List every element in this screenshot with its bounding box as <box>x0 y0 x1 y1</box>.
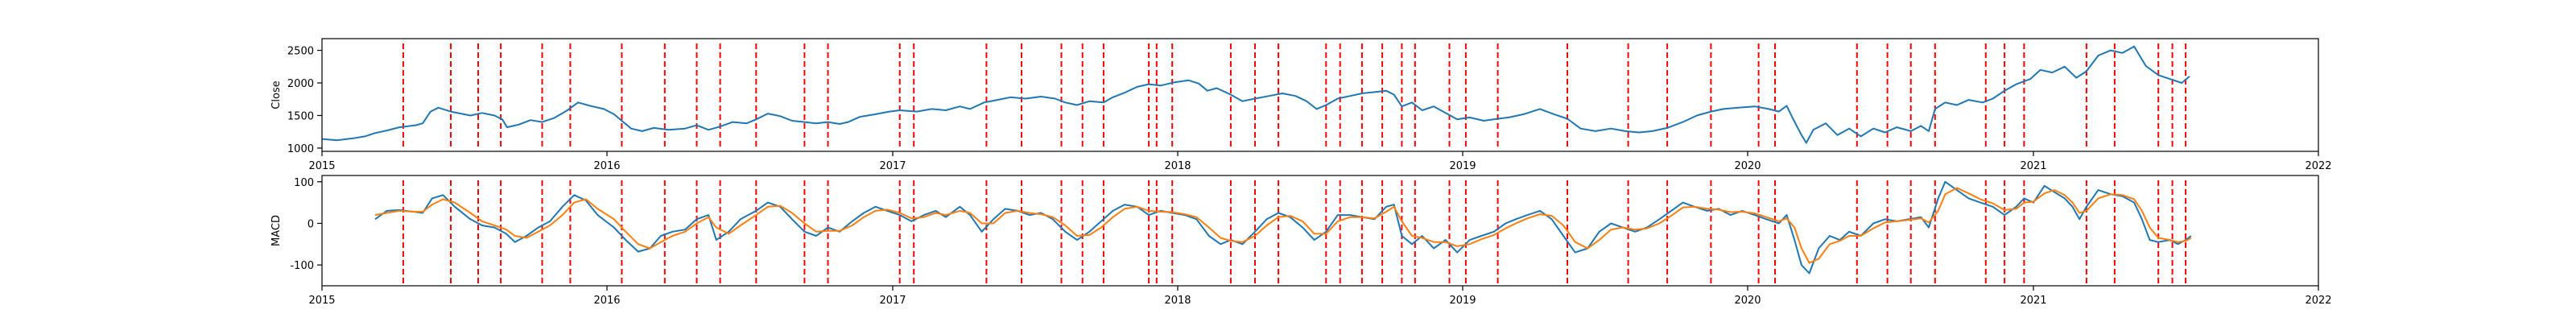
x-tick-label: 2018 <box>1164 160 1191 172</box>
y-axis-label: Close <box>270 80 283 109</box>
y-tick-label: -100 <box>290 260 314 272</box>
x-tick-label: 2015 <box>308 295 335 307</box>
axes-frame <box>321 175 2319 287</box>
y-tick-label: 100 <box>294 177 314 189</box>
x-tick-label: 2018 <box>1164 295 1191 307</box>
x-tick-label: 2016 <box>593 295 620 307</box>
x-tick-label: 2016 <box>593 160 620 172</box>
y-tick-label: 2000 <box>287 78 314 90</box>
axes-frame <box>321 38 2319 152</box>
x-tick-label: 2020 <box>1734 295 1761 307</box>
x-tick-label: 2015 <box>308 160 335 172</box>
x-tick-label: 2022 <box>2305 160 2331 172</box>
series-line-signal <box>374 187 2192 264</box>
y-tick-label: 2500 <box>287 46 314 58</box>
x-tick-label: 2021 <box>2020 160 2046 172</box>
x-tick-label: 2020 <box>1734 160 1761 172</box>
y-tick-label: 1000 <box>287 143 314 155</box>
close-panel: 2015 2016 2017 2018 2019 2020 2021 2022 1000 1500… <box>270 38 2332 172</box>
y-tick-label: 1500 <box>287 110 314 122</box>
x-tick-label: 2022 <box>2305 295 2331 307</box>
y-tick-label: 0 <box>308 218 314 230</box>
x-tick-label: 2017 <box>879 295 906 307</box>
x-tick-label: 2019 <box>1449 295 1476 307</box>
series-line-line <box>321 45 2190 144</box>
series-line-macd <box>374 180 2192 275</box>
x-tick-label: 2019 <box>1449 160 1476 172</box>
x-tick-label: 2021 <box>2020 295 2046 307</box>
y-axis-label: MACD <box>270 215 283 246</box>
macd-panel: 2015 2016 2017 2018 2019 2020 2021 2022 -100 0 100… <box>270 175 2332 307</box>
x-tick-label: 2017 <box>879 160 906 172</box>
